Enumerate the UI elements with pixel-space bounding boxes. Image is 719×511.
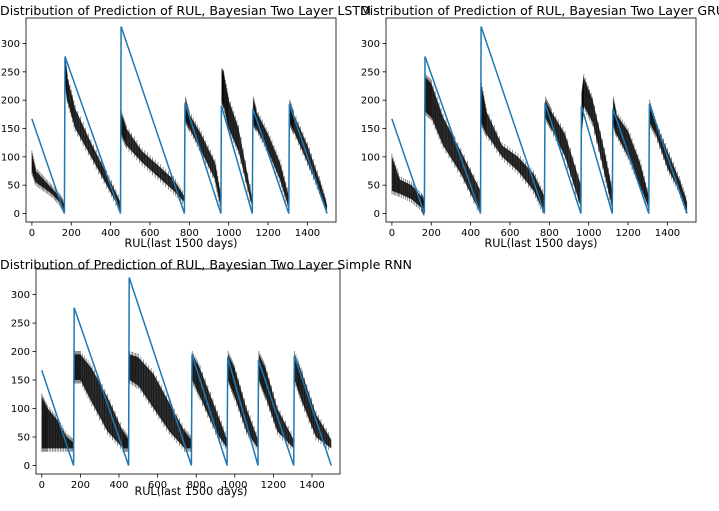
x-tick-label: 1000 [216,228,241,239]
x-tick-label: 800 [187,480,206,491]
x-tick-label: 0 [29,228,35,239]
y-tick-label: 100 [11,404,30,415]
x-tick-label: 400 [109,480,128,491]
x-tick-label: 1400 [295,228,320,239]
x-tick-label: 1400 [655,228,680,239]
x-tick-label: 200 [62,228,81,239]
axes-frame [25,17,337,223]
x-tick-label: 400 [101,228,120,239]
y-tick-label: 50 [17,432,30,443]
x-tick-label: 1000 [576,228,601,239]
chart-panel-lstm: Distribution of Prediction of RUL, Bayes… [0,0,371,255]
y-tick-label: 0 [14,209,20,220]
x-tick-label: 600 [500,228,519,239]
chart-panel-gru: Distribution of Prediction of RUL, Bayes… [360,0,719,255]
y-tick-label: 250 [11,319,30,330]
x-tick-label: 1000 [222,480,247,491]
x-tick-label: 200 [422,228,441,239]
true-rul-line [41,277,333,466]
x-tick-label: 0 [39,480,45,491]
chart-title-rnn: Distribution of Prediction of RUL, Bayes… [0,257,412,272]
y-tick-label: 50 [7,181,20,192]
x-tick-label: 1400 [299,480,324,491]
plot-lstm: 0 200 400 600 800 1000 1200 1400 0 50 100 150 200 250… [1,17,337,239]
true-rul-line [31,26,328,214]
y-tick-label: 150 [1,124,20,135]
plot-rnn: 0 200 400 600 800 1000 1200 1400 0 50 100 150 200 250… [11,268,341,491]
x-tick-label: 800 [180,228,199,239]
x-tick-label: 1200 [255,228,280,239]
x-tick-label: 800 [540,228,559,239]
y-tick-label: 150 [11,376,30,387]
y-tick-label: 100 [1,152,20,163]
y-tick-label: 0 [374,209,380,220]
y-tick-label: 200 [1,96,20,107]
x-tick-label: 600 [140,228,159,239]
x-tick-label: 400 [461,228,480,239]
x-axis-label-lstm: RUL(last 1500 days) [124,237,238,250]
axes-frame [385,17,697,223]
y-tick-label: 150 [361,124,380,135]
x-tick-label: 1200 [261,480,286,491]
y-tick-label: 100 [361,152,380,163]
y-tick-label: 300 [11,290,30,301]
y-tick-label: 300 [361,39,380,50]
x-tick-label: 200 [71,480,90,491]
true-rul-line [391,26,688,214]
y-tick-label: 0 [24,461,30,472]
y-tick-label: 200 [361,96,380,107]
x-axis-label-rnn: RUL(last 1500 days) [134,485,248,498]
axes-frame [35,268,341,475]
y-tick-label: 50 [367,181,380,192]
y-tick-label: 300 [1,39,20,50]
y-tick-label: 250 [1,67,20,78]
x-axis-label-gru: RUL(last 1500 days) [484,237,598,250]
x-tick-label: 1200 [615,228,640,239]
plot-gru: 0 200 400 600 800 1000 1200 1400 0 50 100 150 200 250… [361,17,697,239]
x-tick-label: 0 [389,228,395,239]
chart-title-gru: Distribution of Prediction of RUL, Bayes… [360,3,719,18]
x-tick-label: 600 [148,480,167,491]
chart-title-lstm: Distribution of Prediction of RUL, Bayes… [0,3,371,18]
y-tick-label: 250 [361,67,380,78]
chart-panel-rnn: Distribution of Prediction of RUL, Bayes… [0,255,412,511]
y-tick-label: 200 [11,347,30,358]
